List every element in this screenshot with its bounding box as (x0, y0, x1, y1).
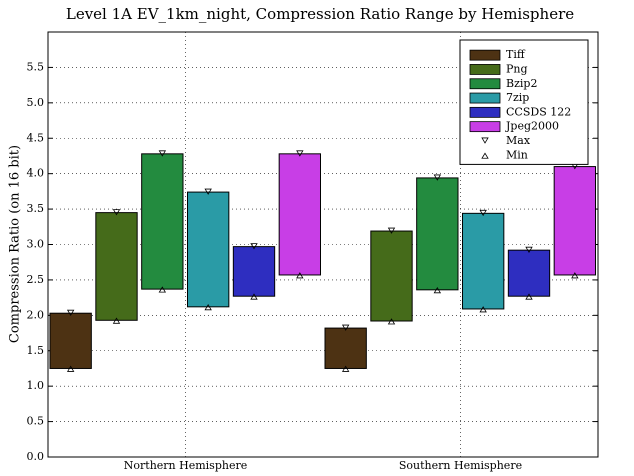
max-marker (112, 209, 121, 216)
min-marker (433, 287, 442, 294)
y-axis-label: Compression Ratio (on 16 bit) (8, 145, 23, 343)
legend-label: 7zip (506, 91, 529, 104)
bar (49, 312, 92, 369)
max-marker (204, 188, 212, 195)
bar (324, 327, 367, 369)
min-marker (525, 293, 533, 300)
chart-title: Level 1A EV_1km_night, Compression Ratio… (66, 5, 574, 23)
y-tick-label: 1.0 (27, 379, 45, 392)
legend-swatch (469, 121, 501, 133)
y-tick-label: 2.5 (27, 273, 45, 286)
legend-label: Min (506, 148, 528, 161)
min-marker (571, 272, 579, 279)
legend-swatch (469, 78, 501, 90)
max-marker (158, 150, 167, 157)
min-marker (204, 304, 212, 311)
min-marker (66, 365, 75, 372)
bar (507, 249, 551, 297)
x-tick-label: Northern Hemisphere (124, 459, 247, 472)
min-marker (479, 306, 487, 313)
bar (95, 212, 138, 321)
min-marker (387, 318, 396, 325)
bar (416, 177, 459, 291)
legend-label: Jpeg2000 (505, 120, 559, 133)
bar (187, 191, 230, 308)
x-tick-label: Southern Hemisphere (399, 459, 522, 472)
max-marker (296, 150, 304, 157)
max-marker (66, 309, 75, 316)
legend-swatch (469, 49, 501, 61)
y-tick-label: 0.0 (27, 450, 45, 463)
legend-label: Tiff (506, 48, 526, 61)
max-marker (479, 209, 487, 217)
bar (278, 153, 321, 276)
legend-label: CCSDS 122 (506, 105, 571, 118)
max-marker (341, 324, 350, 331)
bar (553, 166, 597, 276)
max-marker (433, 174, 442, 181)
y-tick-label: 1.5 (27, 344, 45, 357)
min-marker (296, 272, 304, 279)
legend-swatch (469, 92, 501, 104)
legend-swatch (469, 106, 501, 118)
y-tick-label: 3.5 (27, 202, 45, 215)
min-marker (158, 286, 167, 293)
bar (141, 153, 184, 290)
y-tick-label: 4.5 (27, 131, 45, 144)
legend-marker (481, 152, 489, 159)
legend-label: Max (506, 134, 531, 147)
min-marker (112, 317, 121, 324)
plot-frame (47, 31, 599, 458)
legend-marker (481, 137, 489, 144)
max-marker (250, 243, 258, 250)
y-tick-label: 2.0 (27, 308, 45, 321)
legend-label: Bzip2 (506, 77, 537, 90)
max-marker (387, 227, 396, 234)
y-tick-label: 5.0 (27, 96, 45, 109)
min-marker (250, 293, 258, 300)
min-marker (341, 365, 350, 372)
y-tick-label: 0.5 (27, 415, 45, 428)
bar (370, 230, 413, 322)
legend-swatch (469, 64, 501, 75)
y-tick-label: 3.0 (27, 238, 45, 251)
bar (232, 246, 276, 297)
y-tick-label: 5.5 (27, 60, 45, 73)
max-marker (525, 246, 533, 253)
y-tick-label: 4.0 (27, 167, 45, 180)
legend-label: Png (506, 62, 528, 75)
bar (462, 212, 505, 310)
